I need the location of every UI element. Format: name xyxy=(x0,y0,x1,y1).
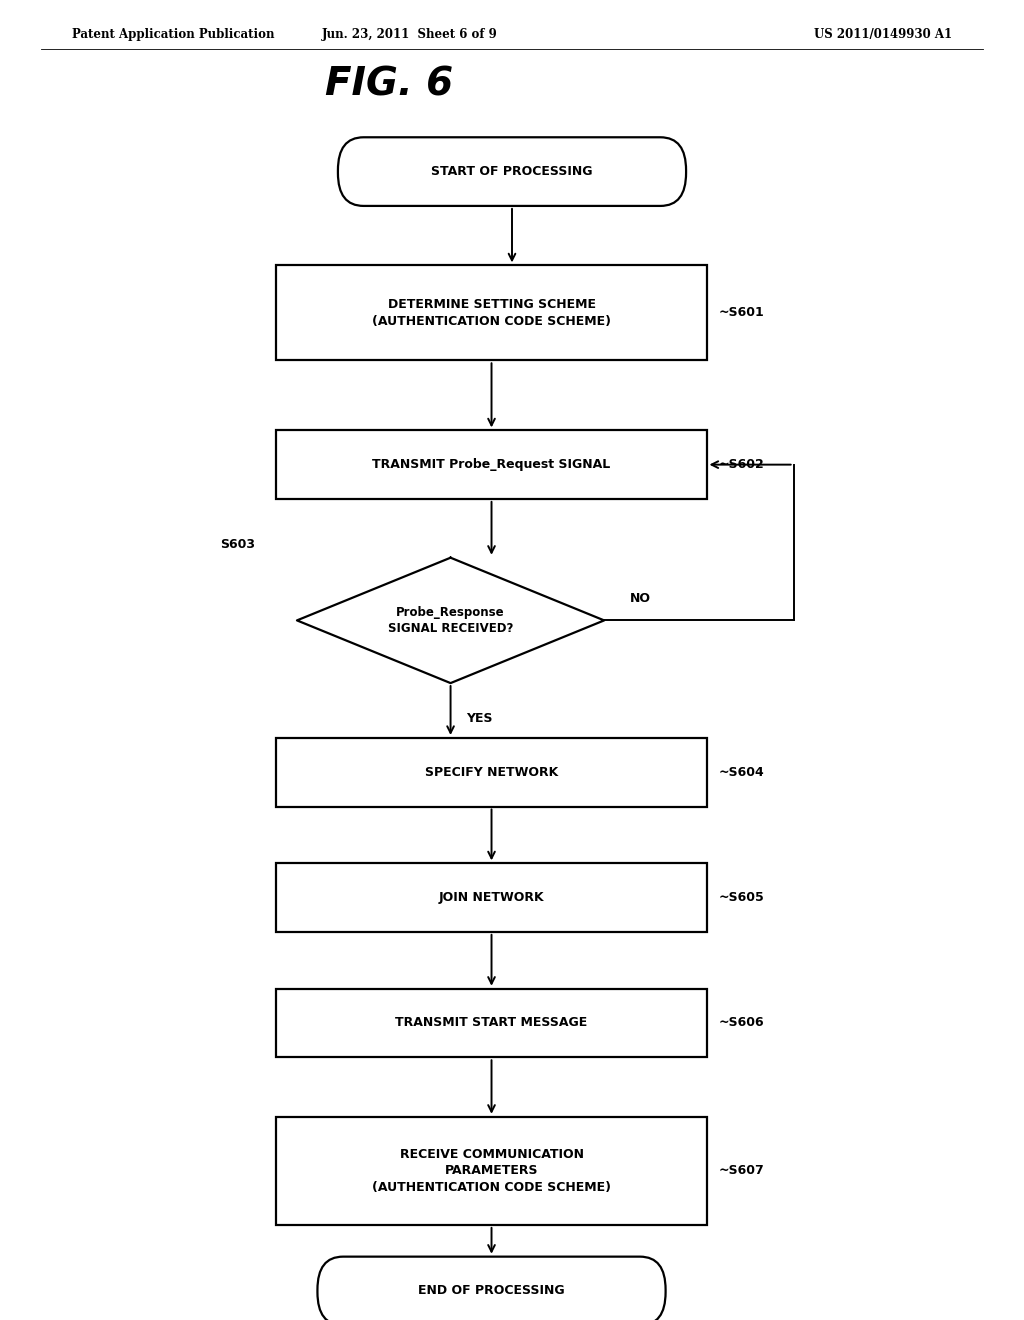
Text: ~S604: ~S604 xyxy=(719,766,765,779)
Bar xyxy=(276,1117,707,1225)
Text: S603: S603 xyxy=(220,539,255,550)
FancyBboxPatch shape xyxy=(338,137,686,206)
FancyBboxPatch shape xyxy=(317,1257,666,1320)
Text: RECEIVE COMMUNICATION
PARAMETERS
(AUTHENTICATION CODE SCHEME): RECEIVE COMMUNICATION PARAMETERS (AUTHEN… xyxy=(372,1148,611,1193)
Text: SPECIFY NETWORK: SPECIFY NETWORK xyxy=(425,766,558,779)
Text: Patent Application Publication: Patent Application Publication xyxy=(72,28,274,41)
Bar xyxy=(276,989,707,1057)
Text: YES: YES xyxy=(466,713,493,725)
Text: TRANSMIT Probe_Request SIGNAL: TRANSMIT Probe_Request SIGNAL xyxy=(373,458,610,471)
Polygon shape xyxy=(297,557,604,682)
Text: DETERMINE SETTING SCHEME
(AUTHENTICATION CODE SCHEME): DETERMINE SETTING SCHEME (AUTHENTICATION… xyxy=(372,298,611,327)
Bar xyxy=(276,265,707,360)
Text: US 2011/0149930 A1: US 2011/0149930 A1 xyxy=(814,28,952,41)
Bar xyxy=(276,863,707,932)
Text: ~S605: ~S605 xyxy=(719,891,765,904)
Text: ~S606: ~S606 xyxy=(719,1016,765,1030)
Text: JOIN NETWORK: JOIN NETWORK xyxy=(438,891,545,904)
Text: ~S602: ~S602 xyxy=(719,458,765,471)
Text: ~S607: ~S607 xyxy=(719,1164,765,1177)
Text: NO: NO xyxy=(630,591,651,605)
Text: ~S601: ~S601 xyxy=(719,306,765,319)
Text: TRANSMIT START MESSAGE: TRANSMIT START MESSAGE xyxy=(395,1016,588,1030)
Text: Probe_Response
SIGNAL RECEIVED?: Probe_Response SIGNAL RECEIVED? xyxy=(388,606,513,635)
Bar xyxy=(276,738,707,807)
Text: END OF PROCESSING: END OF PROCESSING xyxy=(418,1284,565,1298)
Bar xyxy=(276,430,707,499)
Text: Jun. 23, 2011  Sheet 6 of 9: Jun. 23, 2011 Sheet 6 of 9 xyxy=(322,28,498,41)
Text: START OF PROCESSING: START OF PROCESSING xyxy=(431,165,593,178)
Text: FIG. 6: FIG. 6 xyxy=(325,66,454,104)
